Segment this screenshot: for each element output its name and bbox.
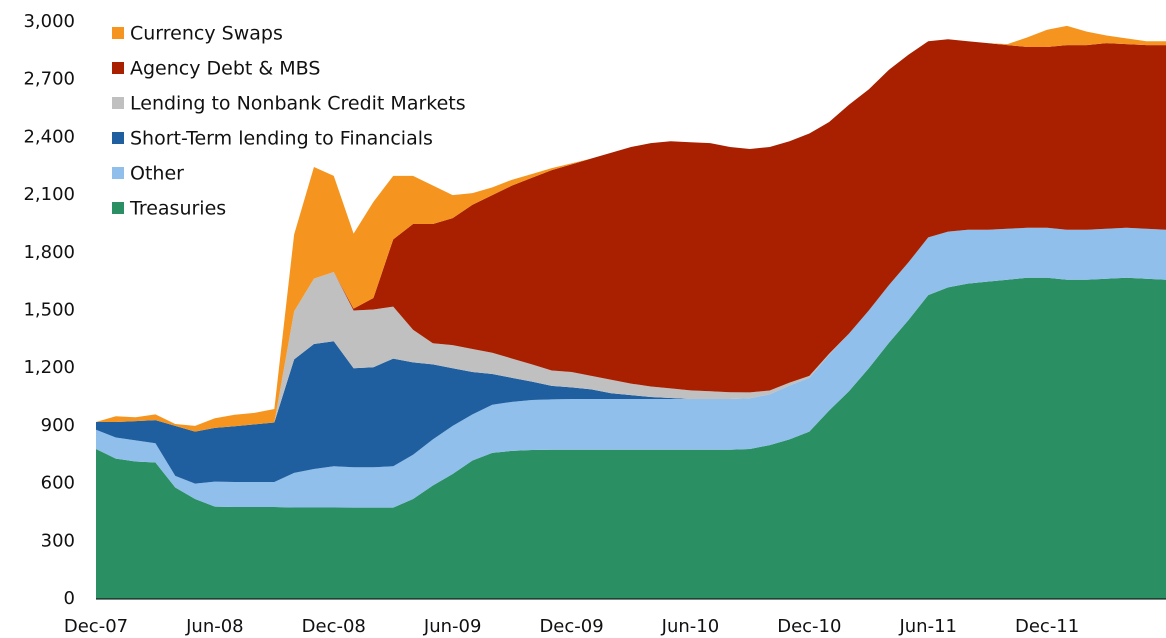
y-tick-label: 2,700 — [23, 69, 75, 90]
area — [96, 25, 1166, 432]
x-tick-label: Jun-08 — [185, 616, 244, 637]
x-tick-label: Dec-10 — [777, 616, 841, 637]
legend-swatch — [112, 27, 124, 39]
area — [96, 39, 1166, 432]
axes: 0 300 600 900 1,200 1,500 1,800 2,100 2,400 2,700… — [23, 11, 1166, 637]
x-tick-label: Jun-09 — [423, 616, 482, 637]
legend-label: Treasuries — [129, 198, 226, 220]
legend-swatch — [112, 202, 124, 214]
y-tick-label: 1,500 — [23, 300, 75, 321]
legend: Currency Swaps Agency Debt & MBS Lending t… — [112, 23, 466, 220]
x-tick-label: Dec-08 — [302, 616, 366, 637]
y-tick-label: 2,400 — [23, 126, 75, 147]
legend-swatch — [112, 167, 124, 179]
y-tick-label: 3,000 — [23, 11, 75, 32]
legend-label: Agency Debt & MBS — [130, 58, 320, 80]
legend-label: Other — [130, 163, 184, 185]
legend-label: Short-Term lending to Financials — [130, 128, 433, 150]
y-tick-label: 1,200 — [23, 357, 75, 378]
legend-label: Currency Swaps — [130, 23, 283, 45]
y-tick-label: 0 — [64, 588, 75, 609]
x-tick-label: Dec-07 — [64, 616, 128, 637]
plot-area — [96, 25, 1166, 599]
legend-swatch — [112, 62, 124, 74]
y-tick-label: 900 — [41, 415, 75, 436]
y-tick-label: 2,100 — [23, 184, 75, 205]
legend-label: Lending to Nonbank Credit Markets — [130, 93, 466, 115]
area — [96, 227, 1166, 484]
area — [96, 277, 1166, 599]
y-tick-label: 300 — [41, 530, 75, 551]
x-tick-label: Jun-10 — [661, 616, 720, 637]
y-tick-label: 1,800 — [23, 242, 75, 263]
area — [96, 227, 1166, 432]
legend-swatch — [112, 97, 124, 109]
x-tick-label: Dec-09 — [539, 616, 603, 637]
y-tick-label: 600 — [41, 473, 75, 494]
legend-swatch — [112, 132, 124, 144]
area — [96, 227, 1166, 508]
x-tick-label: Dec-11 — [1015, 616, 1079, 637]
x-tick-label: Jun-11 — [898, 616, 957, 637]
